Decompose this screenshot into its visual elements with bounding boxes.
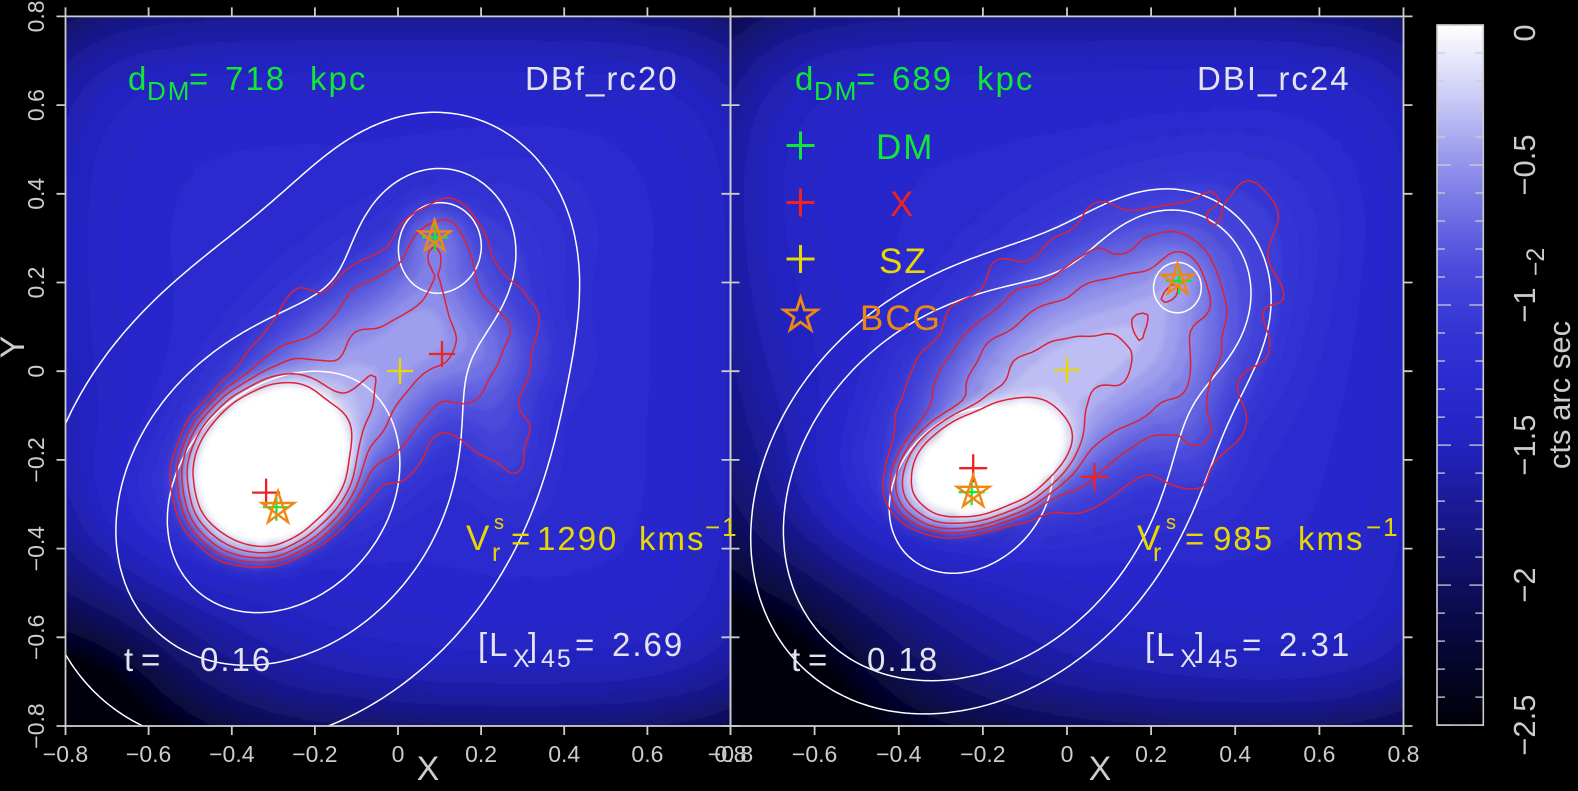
svg-text:−0.6: −0.6 (126, 741, 171, 767)
svg-text:0.8: 0.8 (23, 0, 49, 32)
svg-text:[L: [L (478, 626, 510, 663)
svg-text:45: 45 (1208, 645, 1240, 673)
svg-text:kms: kms (1298, 520, 1365, 557)
svg-text:=: = (856, 60, 877, 97)
svg-text:0.8: 0.8 (715, 741, 747, 767)
svg-text:V: V (1137, 519, 1162, 558)
svg-text:kms: kms (639, 520, 706, 557)
svg-text:2.31: 2.31 (1279, 626, 1351, 663)
svg-text:−2.5: −2.5 (1507, 694, 1542, 755)
svg-text:0.4: 0.4 (548, 741, 580, 767)
svg-text:d: d (128, 60, 148, 97)
svg-text:BCG: BCG (860, 299, 942, 338)
svg-text:−0.8: −0.8 (708, 741, 753, 767)
svg-text:DBI_rc24: DBI_rc24 (1197, 60, 1351, 97)
svg-text:718: 718 (225, 60, 286, 97)
svg-text:689: 689 (892, 60, 953, 97)
svg-text:0.4: 0.4 (1219, 741, 1251, 767)
svg-text:0: 0 (1061, 741, 1074, 767)
svg-text:]: ] (528, 626, 539, 663)
svg-text:]: ] (1195, 626, 1206, 663)
svg-text:0: 0 (1507, 24, 1542, 41)
svg-text:t: t (791, 641, 802, 678)
svg-text:X: X (1089, 750, 1112, 788)
svg-text:−0.2: −0.2 (960, 741, 1005, 767)
svg-text:DM: DM (876, 128, 934, 167)
svg-text:−1: −1 (705, 512, 739, 542)
svg-text:X: X (417, 750, 440, 788)
svg-text:kpc: kpc (977, 60, 1034, 97)
svg-text:−2: −2 (1522, 248, 1550, 277)
svg-text:s: s (1166, 512, 1178, 534)
svg-text:−2: −2 (1507, 567, 1542, 602)
svg-text:=: = (808, 641, 829, 678)
svg-text:X: X (513, 645, 532, 673)
svg-text:=: = (1185, 520, 1206, 557)
svg-text:−0.4: −0.4 (23, 526, 49, 572)
svg-text:t: t (124, 641, 135, 678)
svg-text:[L: [L (1145, 626, 1177, 663)
svg-text:0.6: 0.6 (631, 741, 663, 767)
svg-text:0.6: 0.6 (23, 89, 49, 121)
svg-text:−1: −1 (1507, 287, 1542, 322)
svg-text:X: X (1180, 645, 1199, 673)
svg-text:X: X (890, 185, 915, 224)
svg-text:s: s (494, 512, 506, 534)
svg-text:0.8: 0.8 (1388, 741, 1420, 767)
svg-text:kpc: kpc (310, 60, 367, 97)
svg-text:2.69: 2.69 (612, 626, 684, 663)
svg-text:=: = (141, 641, 162, 678)
svg-text:SZ: SZ (879, 242, 928, 281)
svg-text:0.18: 0.18 (867, 641, 939, 678)
svg-text:DBf_rc20: DBf_rc20 (525, 60, 679, 97)
svg-text:1290: 1290 (537, 520, 618, 557)
svg-text:−1: −1 (1366, 512, 1400, 542)
svg-text:−1.5: −1.5 (1507, 414, 1542, 475)
svg-text:cts arc sec: cts arc sec (1542, 321, 1577, 469)
svg-text:0.6: 0.6 (1303, 741, 1335, 767)
svg-text:r: r (492, 539, 502, 567)
svg-text:−0.4: −0.4 (209, 741, 255, 767)
svg-text:−0.6: −0.6 (23, 615, 49, 660)
svg-text:0.2: 0.2 (465, 741, 497, 767)
svg-text:=: = (511, 520, 532, 557)
svg-text:0.4: 0.4 (23, 178, 49, 210)
svg-text:−0.8: −0.8 (23, 703, 49, 748)
svg-text:985: 985 (1213, 520, 1274, 557)
svg-text:0.2: 0.2 (1135, 741, 1167, 767)
svg-text:=: = (189, 60, 210, 97)
svg-text:0: 0 (23, 365, 49, 378)
svg-text:d: d (795, 60, 815, 97)
svg-text:=: = (1242, 626, 1263, 663)
svg-text:DM: DM (814, 76, 858, 106)
svg-text:DM: DM (147, 76, 191, 106)
svg-text:0.2: 0.2 (23, 267, 49, 299)
svg-text:V: V (466, 519, 491, 558)
svg-text:0: 0 (392, 741, 405, 767)
svg-text:0.16: 0.16 (200, 641, 272, 678)
svg-text:=: = (575, 626, 596, 663)
svg-text:−0.8: −0.8 (43, 741, 88, 767)
svg-text:−0.2: −0.2 (23, 437, 49, 482)
svg-text:r: r (1153, 539, 1163, 567)
svg-text:−0.6: −0.6 (792, 741, 837, 767)
svg-text:−0.5: −0.5 (1507, 134, 1542, 195)
svg-text:45: 45 (541, 645, 573, 673)
svg-text:−0.4: −0.4 (876, 741, 922, 767)
svg-text:−0.2: −0.2 (292, 741, 337, 767)
svg-text:Y: Y (0, 336, 32, 359)
